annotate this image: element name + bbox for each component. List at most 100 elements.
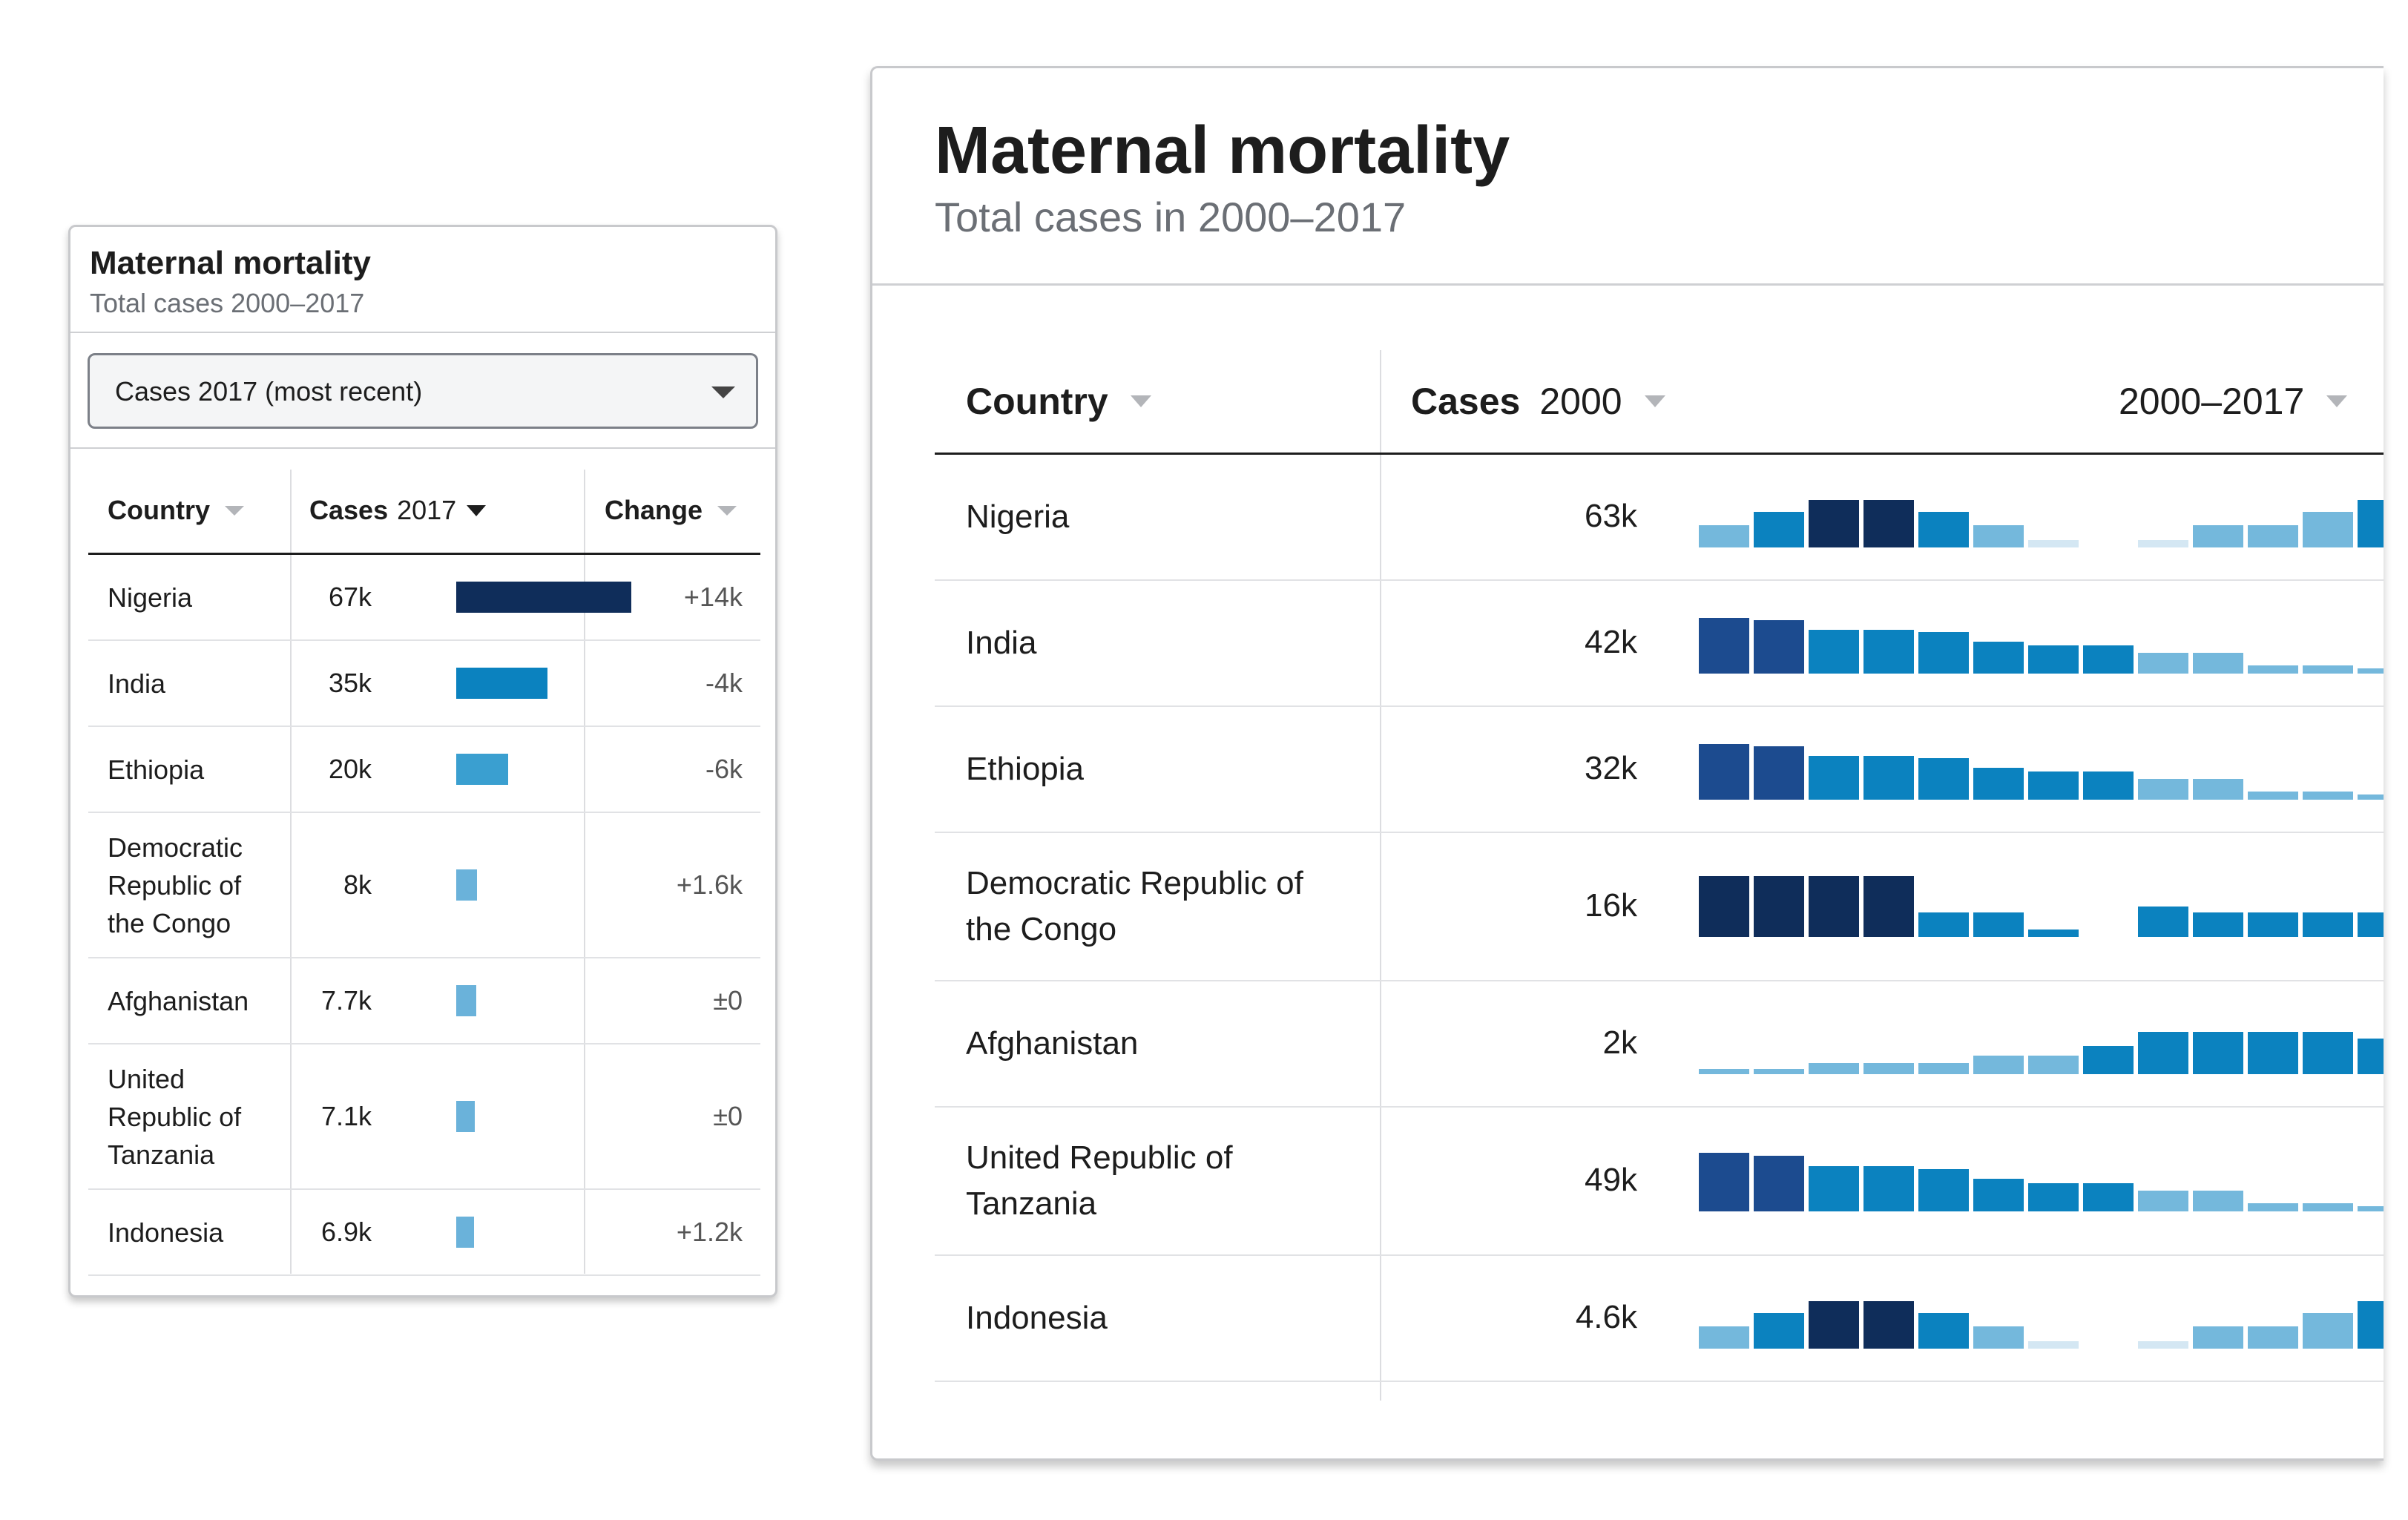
country-column-header[interactable]: Country — [108, 495, 244, 526]
metric-dropdown[interactable]: Cases 2017 (most recent) — [88, 353, 758, 429]
sparkline-bar — [2138, 1191, 2188, 1211]
sparkline-bar — [2193, 1032, 2243, 1074]
cases-column-header[interactable]: Cases 2000 — [1411, 380, 1665, 423]
sort-caret-icon — [1130, 395, 1151, 407]
cases-bar — [456, 1101, 475, 1132]
sparkline-bar — [2358, 668, 2384, 674]
country-name-line: Ethiopia — [966, 751, 1085, 787]
table-row[interactable]: Afghanistan 2k — [935, 981, 2384, 1108]
sparkline-bar — [2083, 1183, 2134, 1211]
divider — [872, 283, 2384, 286]
table-row[interactable]: Ethiopia 32k — [935, 707, 2384, 833]
sparkline-bar — [2248, 1326, 2298, 1349]
sparkline-bar — [2358, 1301, 2384, 1349]
table-row[interactable]: Nigeria 67k +14k — [88, 555, 760, 641]
table-row[interactable]: India 35k -4k — [88, 641, 760, 727]
sparkline-bar — [1809, 500, 1859, 547]
small-table-body: Nigeria 67k +14k India 35k -4k Ethiopia 20k -6k D… — [88, 555, 760, 1276]
cases-value: 49k — [1585, 1162, 1637, 1198]
cases-header-label: Cases — [1411, 381, 1521, 422]
sort-caret-icon — [1644, 395, 1665, 407]
sparkline-bar — [2193, 912, 2243, 937]
cases-column-header[interactable]: Cases 2017 — [309, 495, 487, 526]
sort-caret-icon — [717, 505, 737, 516]
trend-sparkline — [1699, 1288, 2384, 1349]
table-row[interactable]: Democratic Republic of the Congo 8k +1.6k — [88, 813, 760, 958]
country-name-line: Democratic Republic of — [966, 865, 1303, 901]
change-value: -6k — [705, 754, 743, 784]
sparkline-bar — [1699, 1326, 1749, 1349]
sparkline-bar — [1809, 1166, 1859, 1211]
cases-value: 35k — [328, 668, 372, 698]
cases-value: 8k — [343, 869, 372, 900]
sparkline-bar — [1918, 1313, 1969, 1349]
country-name: Afghanistan — [108, 982, 249, 1020]
trend-sparkline — [1699, 487, 2384, 547]
country-name-line: India — [966, 625, 1037, 661]
table-row[interactable]: United Republic of Tanzania 7.1k ±0 — [88, 1044, 760, 1190]
change-value: +1.2k — [676, 1217, 743, 1247]
sparkline-bar — [2248, 525, 2298, 547]
sparkline-bar — [1754, 1313, 1804, 1349]
table-row[interactable]: Indonesia 6.9k +1.2k — [88, 1190, 760, 1276]
sparkline-bar — [2248, 1032, 2298, 1074]
country-name: India — [966, 620, 1036, 666]
sparkline-bar — [1754, 876, 1804, 937]
table-row[interactable]: United Republic of Tanzania 49k — [935, 1108, 2384, 1256]
country-name: Indonesia — [966, 1295, 1108, 1341]
table-row[interactable]: Democratic Republic of the Congo 16k — [935, 833, 2384, 981]
sparkline-bar — [1863, 1166, 1914, 1211]
sparkline-bar — [2028, 1056, 2079, 1074]
country-name: United Republic of Tanzania — [108, 1060, 241, 1174]
country-name-line: Indonesia — [966, 1300, 1108, 1336]
trend-sparkline — [1699, 613, 2384, 674]
small-card-title: Maternal mortality — [90, 245, 371, 281]
sparkline-bar — [2303, 1313, 2353, 1349]
cases-header-year: 2000 — [1539, 381, 1622, 422]
cases-bar — [456, 668, 547, 699]
country-column-header[interactable]: Country — [966, 380, 1151, 423]
change-column-header[interactable]: Change — [605, 495, 737, 526]
sparkline-bar — [2028, 645, 2079, 674]
country-name: Afghanistan — [966, 1021, 1138, 1067]
table-row[interactable]: India 42k — [935, 581, 2384, 707]
sparkline-bar — [2303, 512, 2353, 547]
sparkline-bar — [2138, 1341, 2188, 1349]
sparkline-bar — [2303, 1032, 2353, 1074]
sparkline-bar — [1754, 512, 1804, 547]
sparkline-bar — [1973, 1056, 2024, 1074]
sparkline-bar — [1918, 912, 1969, 937]
trend-header-label: 2000–2017 — [2119, 381, 2305, 422]
country-header-label: Country — [966, 381, 1108, 422]
sparkline-bar — [2248, 665, 2298, 674]
large-table-card: Maternal mortality Total cases in 2000–2… — [870, 66, 2384, 1461]
sparkline-bar — [2248, 912, 2298, 937]
country-name: United Republic of Tanzania — [966, 1135, 1233, 1227]
cases-value: 32k — [1585, 750, 1637, 786]
country-name-line: Republic of — [108, 1101, 242, 1132]
cases-value: 7.1k — [320, 1101, 372, 1131]
cases-value: 16k — [1585, 887, 1637, 924]
sparkline-bar — [1809, 756, 1859, 800]
small-card-subtitle: Total cases 2000–2017 — [90, 288, 365, 318]
large-data-table: Country Cases 2000 2000–2017 Nigeria 63k I… — [935, 350, 2384, 1401]
country-name-line: Ethiopia — [108, 754, 205, 785]
sparkline-bar — [1863, 1063, 1914, 1074]
sparkline-bar — [1809, 1063, 1859, 1074]
table-row[interactable]: Nigeria 63k — [935, 455, 2384, 581]
table-row[interactable]: Indonesia 4.6k — [935, 1256, 2384, 1382]
sparkline-bar — [1754, 1156, 1804, 1211]
trend-sparkline — [1699, 1013, 2384, 1074]
sparkline-bar — [1699, 618, 1749, 674]
sparkline-bar — [2358, 1206, 2384, 1211]
trend-column-header[interactable]: 2000–2017 — [2119, 380, 2348, 423]
cases-value: 20k — [328, 754, 372, 784]
column-divider — [1380, 350, 1381, 1401]
table-row[interactable]: Ethiopia 20k -6k — [88, 727, 760, 813]
sparkline-bar — [1918, 632, 1969, 674]
sparkline-bar — [2358, 1039, 2384, 1074]
table-row[interactable]: Afghanistan 7.7k ±0 — [88, 958, 760, 1044]
cases-value: 6.9k — [320, 1217, 372, 1247]
sparkline-bar — [1699, 1069, 1749, 1074]
cases-header-year: 2017 — [397, 495, 457, 525]
